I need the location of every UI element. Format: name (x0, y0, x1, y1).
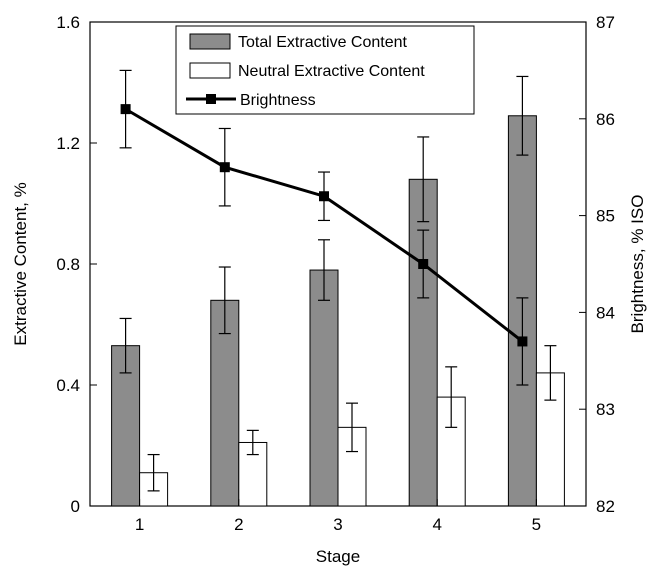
legend-label-brightness: Brightness (240, 92, 316, 109)
legend-label-total: Total Extractive Content (238, 34, 408, 51)
brightness-point-stage-3 (319, 191, 329, 202)
bar-total-stage-4 (408, 178, 438, 507)
y-tick-label-0: 0 (71, 497, 80, 516)
y2-tick-label-86: 86 (596, 110, 615, 129)
axes-layer: 1 2 3 4 5 0 0.4 0.8 1.2 1.6 82 83 84 85 86 87 (56, 13, 615, 534)
y2-tick-label-83: 83 (596, 400, 615, 419)
brightness-point-stage-5 (517, 336, 528, 347)
y2-axis-title: Brightness, % ISO (628, 195, 647, 334)
y-tick-label-0.4: 0.4 (56, 376, 80, 395)
brightness-point-stage-1 (120, 104, 131, 115)
y-tick-label-1.6: 1.6 (56, 13, 80, 32)
x-axis-title: Stage (316, 547, 360, 566)
y2-tick-label-85: 85 (596, 207, 615, 226)
y2-tick-label-82: 82 (596, 497, 615, 516)
brightness-line-layer (120, 104, 528, 347)
y-axis-title: Extractive Content, % (11, 182, 30, 345)
y-tick-label-0.8: 0.8 (56, 255, 80, 274)
bar-total-stage-3 (309, 269, 339, 507)
x-tick-label-4: 4 (432, 515, 441, 534)
y2-tick-label-87: 87 (596, 13, 615, 32)
y2-tick-label-84: 84 (596, 303, 615, 322)
legend: Total Extractive Content Neutral Extract… (175, 25, 475, 115)
bars-layer (111, 115, 565, 507)
x-tick-label-5: 5 (532, 515, 541, 534)
brightness-point-stage-4 (418, 259, 429, 269)
legend-marker-brightness (206, 94, 216, 104)
y-tick-label-1.2: 1.2 (56, 134, 80, 153)
bar-neutral-stage-3 (337, 426, 367, 507)
legend-label-neutral: Neutral Extractive Content (238, 63, 425, 80)
x-tick-label-3: 3 (333, 515, 342, 534)
brightness-point-stage-2 (219, 162, 230, 173)
x-tick-label-1: 1 (135, 515, 144, 534)
x-tick-label-2: 2 (234, 515, 243, 534)
legend-swatch-neutral (189, 62, 231, 79)
legend-swatch-total (189, 33, 231, 50)
